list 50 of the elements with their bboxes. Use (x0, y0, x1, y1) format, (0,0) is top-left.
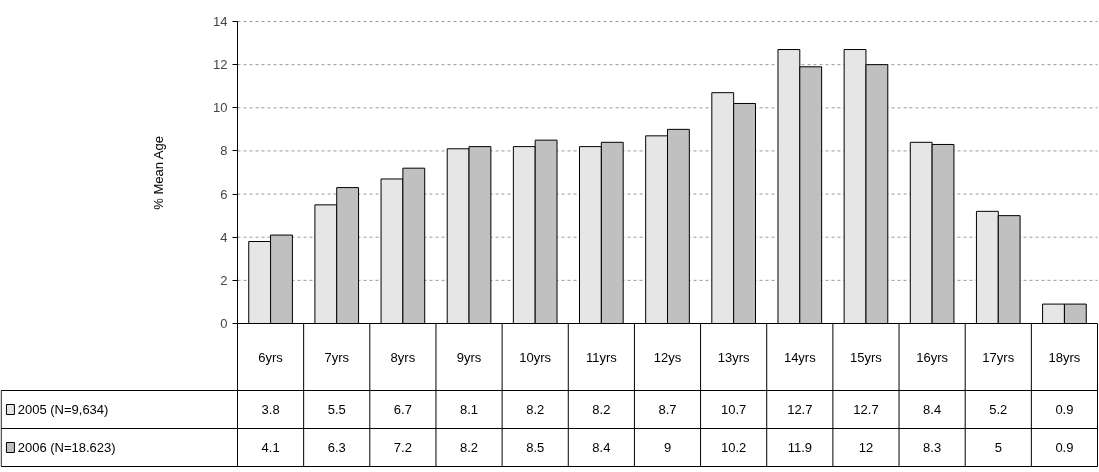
data-label: 8.4 (923, 402, 942, 417)
y-axis-title: % Mean Age (150, 136, 166, 210)
data-label: 9 (663, 440, 672, 455)
x-tick-label: 7yrs (324, 349, 350, 365)
data-label: 10.2 (721, 440, 747, 455)
x-tick-label: 16yrs (916, 349, 949, 365)
data-label: 12.7 (787, 402, 813, 417)
data-label: 7.2 (393, 440, 412, 455)
data-label: 3.8 (261, 402, 280, 417)
legend-label: 2006 (N=18.623) (17, 440, 116, 455)
data-label: 6.7 (393, 402, 412, 417)
x-tick-label: 9yrs (456, 349, 482, 365)
data-label: 8.5 (526, 440, 545, 455)
y-tick-label: 6 (220, 186, 228, 202)
data-label: 8.2 (526, 402, 545, 417)
y-tick-label: 4 (220, 229, 228, 245)
data-label: 8.3 (923, 440, 942, 455)
data-label: 5 (994, 440, 1002, 455)
data-label: 8.2 (592, 402, 611, 417)
data-label: 11.9 (787, 440, 812, 455)
data-label: 5.2 (989, 402, 1008, 417)
data-label: 4.1 (261, 440, 280, 455)
data-label: 10.7 (721, 402, 747, 417)
y-tick-label: 8 (220, 143, 228, 159)
x-tick-label: 11yrs (585, 349, 618, 365)
x-tick-label: 13yrs (717, 349, 751, 365)
data-label: 12 (858, 440, 874, 455)
data-label: 5.5 (327, 402, 346, 417)
data-label: 8.4 (592, 440, 611, 455)
y-tick-label: 0 (220, 316, 228, 331)
y-tick-label: 12 (213, 57, 228, 73)
x-tick-label: 6yrs (258, 349, 284, 365)
y-tick-label: 10 (213, 100, 228, 116)
y-tick-label: 2 (220, 272, 228, 288)
data-label: 6.3 (327, 440, 346, 455)
x-tick-label: 18yrs (1048, 349, 1081, 365)
legend-label: 2005 (N=9,634) (17, 402, 109, 417)
data-label: 0.9 (1055, 440, 1074, 455)
x-tick-label: 8yrs (390, 349, 416, 365)
y-tick-label: 14 (213, 14, 228, 29)
x-tick-label: 10yrs (519, 349, 552, 365)
x-tick-label: 14yrs (783, 349, 817, 365)
data-label: 8.1 (460, 402, 479, 417)
data-label: 8.2 (460, 440, 479, 455)
data-label: 0.9 (1055, 402, 1074, 417)
x-tick-label: 15yrs (850, 349, 883, 365)
x-tick-label: 17yrs (982, 349, 1015, 365)
data-label: 12.7 (853, 402, 879, 417)
data-label: 8.7 (658, 402, 677, 417)
x-tick-label: 12ys (653, 349, 682, 365)
